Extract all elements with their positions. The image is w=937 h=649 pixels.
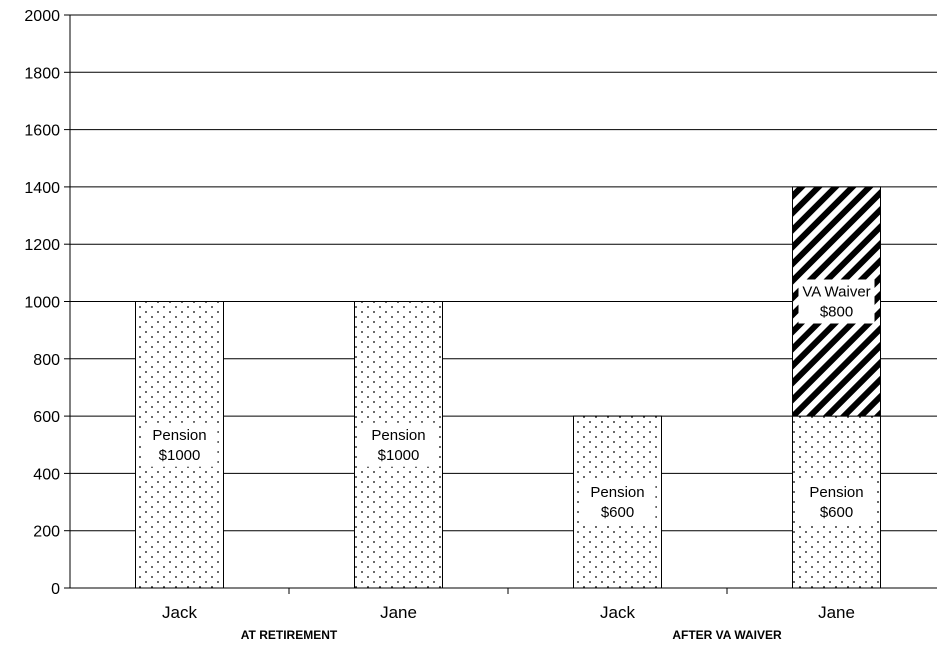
data-label: Pension	[152, 427, 206, 444]
y-tick-label: 800	[33, 352, 60, 369]
data-label-background	[798, 480, 875, 525]
y-tick-label: 1000	[24, 295, 60, 312]
data-label: $1000	[159, 447, 201, 464]
data-label: $1000	[378, 447, 420, 464]
group-label: AFTER VA WAIVER	[672, 628, 782, 642]
y-tick-label: 400	[33, 466, 60, 483]
category-label: Jane	[818, 603, 855, 622]
data-label-background	[579, 480, 656, 525]
data-label: $800	[820, 304, 853, 321]
data-label: VA Waiver	[802, 284, 870, 301]
data-label: Pension	[809, 484, 863, 501]
data-label-background	[141, 422, 218, 467]
data-label: Pension	[590, 484, 644, 501]
y-tick-label: 0	[51, 581, 60, 598]
category-label: Jack	[600, 603, 635, 622]
data-label: Pension	[371, 427, 425, 444]
y-tick-label: 1400	[24, 180, 60, 197]
data-label: $600	[820, 504, 853, 521]
data-label-background	[360, 422, 437, 467]
group-label: AT RETIREMENT	[241, 628, 338, 642]
y-tick-label: 2000	[24, 8, 60, 25]
y-tick-label: 1600	[24, 123, 60, 140]
y-tick-label: 600	[33, 409, 60, 426]
y-tick-label: 200	[33, 524, 60, 541]
y-tick-label: 1800	[24, 65, 60, 82]
category-label: Jack	[162, 603, 197, 622]
category-label: Jane	[380, 603, 417, 622]
y-tick-label: 1200	[24, 237, 60, 254]
data-label-background	[798, 279, 875, 324]
data-label: $600	[601, 504, 634, 521]
